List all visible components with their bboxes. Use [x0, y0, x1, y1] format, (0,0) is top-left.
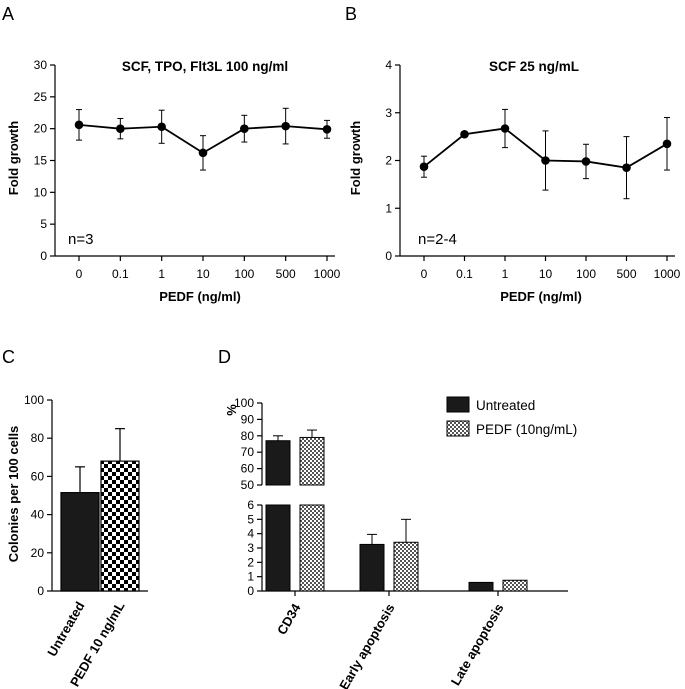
bar-upper-segment	[299, 436, 325, 486]
legend-swatch-untreated	[446, 396, 470, 413]
y-tick-label: 0	[385, 249, 392, 263]
y-tick-label: 6	[247, 498, 254, 512]
x-tick-label: 0	[421, 267, 428, 281]
y-tick-label: 10	[34, 185, 48, 199]
y-tick-label: 5	[40, 217, 47, 231]
data-point	[116, 124, 125, 133]
bar	[502, 579, 528, 592]
legend-label-untreated: Untreated	[476, 398, 535, 413]
panel-c-bar-chart: Colonies per 100 cells 0 20 40 60 80 100 Untre…	[6, 393, 148, 689]
panel-b-y-axis-label: Fold growth	[348, 121, 363, 195]
legend-label-pedf: PEDF (10ng/mL)	[476, 422, 577, 437]
x-tick-label: 0.1	[112, 267, 129, 281]
y-tick-label: 1	[385, 201, 392, 215]
y-tick-label: 0	[40, 249, 47, 263]
panel-letter-b: B	[345, 4, 357, 24]
x-tick-label: 10	[539, 267, 553, 281]
x-tick-label: 0.1	[456, 267, 473, 281]
x-tick-label: 100	[576, 267, 596, 281]
y-tick-label: 2	[385, 154, 392, 168]
x-tick-label: 10	[196, 267, 210, 281]
x-tick-label: 500	[616, 267, 636, 281]
data-point	[581, 157, 591, 166]
data-point	[419, 162, 429, 172]
data-point	[460, 129, 469, 139]
y-tick-label: 90	[241, 412, 255, 426]
data-point	[500, 124, 510, 133]
x-tick-label: 1000	[654, 267, 681, 281]
y-tick-label: 80	[241, 429, 255, 443]
y-tick-label: 4	[247, 527, 254, 541]
y-tick-label: 4	[385, 58, 392, 72]
y-tick-label: 60	[241, 462, 255, 476]
y-tick-label: 70	[241, 445, 255, 459]
bar-lower-segment	[299, 504, 325, 592]
x-tick-label: Early apoptosis	[336, 601, 397, 689]
x-tick-label: 1	[502, 267, 509, 281]
bar	[359, 543, 385, 592]
y-tick-label: 30	[34, 58, 48, 72]
panel-letter-a: A	[2, 4, 14, 24]
panel-b-title: SCF 25 ng/mL	[489, 59, 579, 74]
data-point	[622, 163, 631, 172]
y-tick-label: 3	[247, 541, 254, 555]
y-tick-label: 20	[31, 546, 45, 560]
x-tick-label: 500	[276, 267, 296, 281]
bar-lower-segment	[265, 504, 291, 592]
data-point	[322, 125, 332, 134]
y-tick-label: 25	[34, 90, 48, 104]
y-tick-label: 0	[247, 584, 254, 598]
bar	[60, 492, 100, 592]
panel-letter-c: C	[2, 347, 15, 367]
y-tick-label: 100	[234, 396, 254, 410]
x-tick-label: 1000	[314, 267, 341, 281]
legend-swatch-pedf	[446, 420, 470, 437]
x-tick-label: 100	[234, 267, 254, 281]
panel-c-y-axis-label: Colonies per 100 cells	[6, 426, 21, 563]
x-tick-label: CD34	[274, 600, 304, 637]
data-point	[74, 120, 84, 130]
x-tick-label: Late apoptosis	[448, 601, 507, 688]
y-tick-label: 40	[31, 508, 45, 522]
y-tick-label: 50	[241, 478, 255, 492]
data-point	[281, 121, 290, 131]
panel-a-sample-size: n=3	[68, 231, 93, 248]
panel-a-line-chart: SCF, TPO, Flt3L 100 ng/ml Fold growth PE…	[6, 58, 341, 304]
x-tick-label: 1	[158, 267, 165, 281]
y-tick-label: 5	[247, 512, 254, 526]
y-tick-label: 1	[247, 570, 254, 584]
y-tick-label: 100	[24, 393, 44, 407]
panel-d-y-axis-label: %	[224, 404, 239, 416]
data-point	[662, 139, 672, 149]
panel-b-sample-size: n=2-4	[418, 231, 457, 248]
data-point	[240, 124, 249, 133]
panel-b-x-axis-label: PEDF (ng/ml)	[500, 289, 582, 304]
y-tick-label: 20	[34, 122, 48, 136]
data-point	[541, 156, 550, 165]
y-tick-label: 0	[37, 584, 44, 598]
bar-upper-segment	[265, 440, 291, 486]
bar	[468, 581, 494, 592]
bar	[393, 541, 419, 592]
panel-b-line-chart: SCF 25 ng/mL Fold growth PEDF (ng/ml) n=…	[348, 58, 681, 304]
y-tick-label: 15	[34, 154, 48, 168]
x-tick-label: Untreated	[44, 599, 87, 659]
panel-letter-d: D	[218, 347, 231, 367]
bar	[100, 460, 140, 592]
y-tick-label: 2	[247, 555, 254, 569]
panel-a-title: SCF, TPO, Flt3L 100 ng/ml	[122, 59, 288, 74]
panel-a-y-axis-label: Fold growth	[6, 121, 21, 195]
data-point	[157, 122, 166, 132]
panel-a-x-axis-label: PEDF (ng/ml)	[159, 289, 241, 304]
y-tick-label: 60	[31, 469, 45, 483]
y-tick-label: 80	[31, 431, 45, 445]
x-tick-label: 0	[76, 267, 83, 281]
y-tick-label: 3	[385, 106, 392, 120]
data-point	[198, 148, 208, 158]
